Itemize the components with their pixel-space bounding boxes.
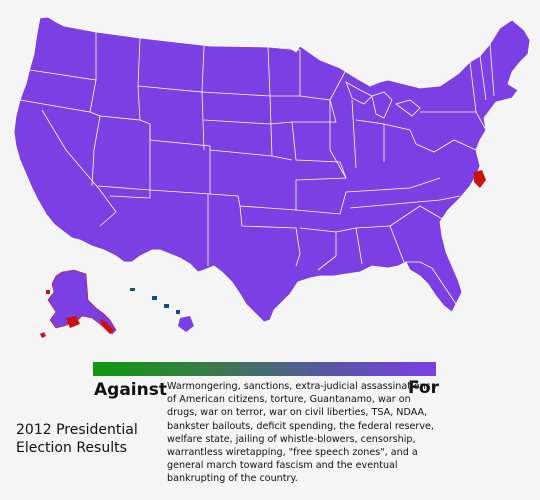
legend-for-label: For [408,378,439,398]
policy-list-text: Warmongering, sanctions, extra-judicial … [167,381,434,485]
delaware-highlight [474,170,486,188]
legend-against-label: Against [94,380,167,400]
alaska-panhandle [100,318,114,334]
us-map [13,16,531,338]
contiguous-us [13,16,531,323]
state-borders [19,32,495,271]
map-caption: 2012 Presidential Election Results [16,422,138,456]
alaska [47,269,117,335]
alaska-highlight [66,316,80,328]
alaska-islands [40,290,50,338]
hawaii [130,288,194,332]
great-lakes [345,81,421,119]
legend-gradient-bar [93,362,436,376]
florida-shape [405,261,457,313]
